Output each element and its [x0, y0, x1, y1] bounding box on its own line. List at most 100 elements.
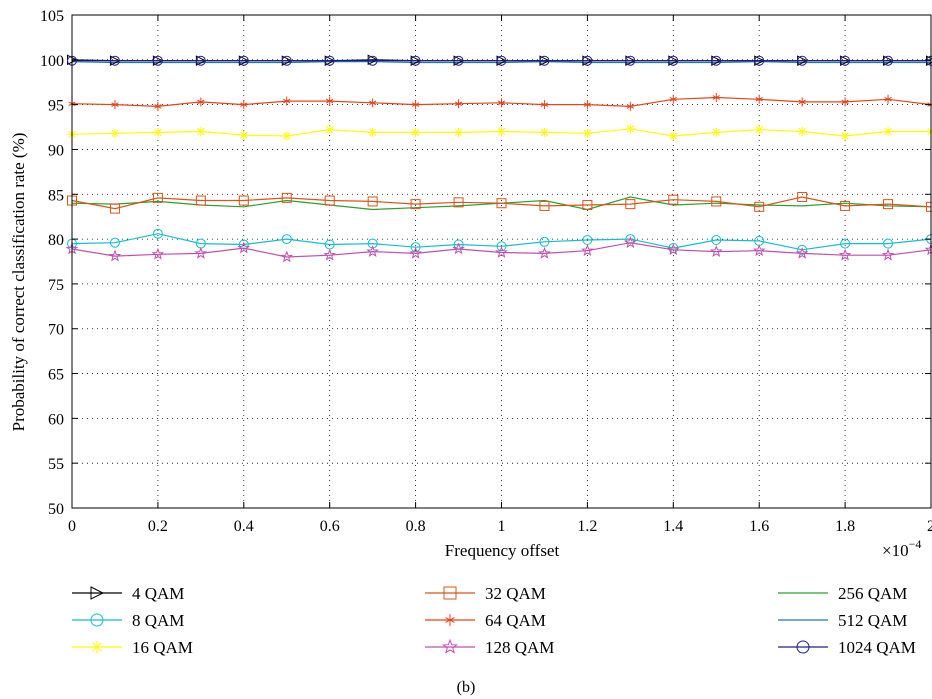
- data-point: [153, 127, 163, 137]
- data-point: [497, 98, 506, 108]
- data-point: [281, 192, 292, 203]
- data-point: [669, 94, 677, 104]
- data-point: [797, 244, 808, 255]
- series-line: [71, 242, 932, 258]
- series-layer: [65, 54, 932, 263]
- x-tick-label: 0: [68, 518, 76, 535]
- data-point: [625, 234, 636, 245]
- data-point: [625, 199, 636, 210]
- data-point: [795, 246, 809, 259]
- data-point: [154, 101, 162, 111]
- data-point: [539, 55, 550, 66]
- data-point: [582, 128, 592, 138]
- data-point: [581, 244, 594, 257]
- data-point: [840, 55, 851, 66]
- y-tick-label: 95: [48, 98, 64, 115]
- series-line: [71, 196, 932, 210]
- legend-marker: [796, 640, 810, 654]
- data-point: [754, 125, 764, 135]
- y-tick-label: 80: [48, 232, 64, 249]
- data-point: [108, 249, 122, 262]
- data-point: [324, 195, 335, 206]
- series-line: [71, 60, 931, 64]
- data-point: [453, 197, 464, 208]
- data-point: [195, 55, 206, 66]
- data-point: [281, 234, 292, 245]
- data-point: [152, 55, 163, 66]
- y-tick-label: 65: [48, 367, 64, 384]
- data-point: [711, 196, 722, 207]
- legend-item-16-qam: 16 QAM: [72, 638, 193, 657]
- data-point: [838, 248, 852, 261]
- x-tick-label: 0.2: [148, 518, 168, 535]
- data-point: [883, 127, 893, 137]
- data-point: [237, 241, 251, 254]
- x-tick-label: 1.6: [749, 518, 769, 535]
- data-point: [752, 244, 766, 257]
- data-point: [626, 101, 634, 111]
- y-tick-label: 100: [40, 53, 64, 70]
- data-point: [282, 131, 292, 141]
- x-tick-label: 0.8: [406, 518, 426, 535]
- y-tick-label: 70: [48, 322, 64, 339]
- data-point: [366, 245, 379, 257]
- legend-item-256-qam: 256 QAM: [778, 584, 907, 603]
- legend-marker: [442, 638, 458, 654]
- legend-label: 64 QAM: [485, 611, 546, 630]
- y-tick-label: 60: [48, 411, 64, 428]
- legend-item-64-qam: 64 QAM: [425, 611, 546, 630]
- legend-label: 4 QAM: [132, 584, 184, 603]
- data-point: [411, 100, 420, 110]
- legend-item-512-qam: 512 QAM: [778, 611, 907, 630]
- data-point: [883, 55, 894, 66]
- data-point: [883, 199, 894, 210]
- legend-label: 512 QAM: [838, 611, 907, 630]
- legend-label: 32 QAM: [485, 584, 546, 603]
- data-point: [283, 96, 291, 106]
- data-point: [240, 100, 248, 110]
- data-point: [583, 100, 592, 110]
- data-point: [625, 124, 635, 134]
- data-point: [280, 250, 294, 263]
- data-point: [323, 248, 336, 261]
- legend-label: 256 QAM: [838, 584, 907, 603]
- legend: 4 QAM 8 QAM 16 QAM 32 QAM 64 QAM 128 QAM 256 Q…: [72, 584, 916, 657]
- data-point: [540, 100, 549, 110]
- y-tick-label: 75: [48, 277, 64, 294]
- data-point: [152, 192, 163, 203]
- data-point: [798, 97, 806, 107]
- data-point: [539, 236, 550, 247]
- legend-label: 1024 QAM: [838, 638, 916, 657]
- data-point: [454, 127, 464, 137]
- x-tick-label: 0.4: [234, 518, 254, 535]
- data-point: [840, 131, 850, 141]
- legend-marker: [443, 586, 457, 600]
- data-point: [326, 96, 334, 106]
- data-point: [196, 127, 206, 137]
- legend-marker: [90, 613, 104, 627]
- series-64-qam: [68, 92, 932, 111]
- y-tick-label: 50: [48, 501, 64, 518]
- data-point: [841, 97, 849, 107]
- x-multiplier-base: ×10: [882, 541, 909, 560]
- data-point: [369, 98, 377, 108]
- plot-frame: [71, 14, 932, 509]
- legend-item-128-qam: 128 QAM: [425, 638, 554, 657]
- x-axis-multiplier: ×10−4: [882, 537, 921, 560]
- data-point: [668, 194, 679, 205]
- x-tick-label: 1: [498, 518, 506, 535]
- data-point: [624, 236, 637, 249]
- legend-marker: [91, 641, 103, 653]
- data-point: [755, 94, 763, 104]
- y-tick-label: 85: [48, 187, 64, 204]
- data-point: [840, 200, 851, 211]
- series-16-qam: [67, 124, 932, 141]
- y-tick-label: 105: [40, 8, 64, 25]
- data-point: [711, 55, 722, 66]
- data-point: [324, 55, 335, 66]
- data-point: [709, 245, 723, 257]
- series-512-qam: [71, 60, 931, 64]
- data-point: [151, 247, 165, 260]
- data-point: [496, 241, 507, 252]
- data-point: [281, 55, 292, 66]
